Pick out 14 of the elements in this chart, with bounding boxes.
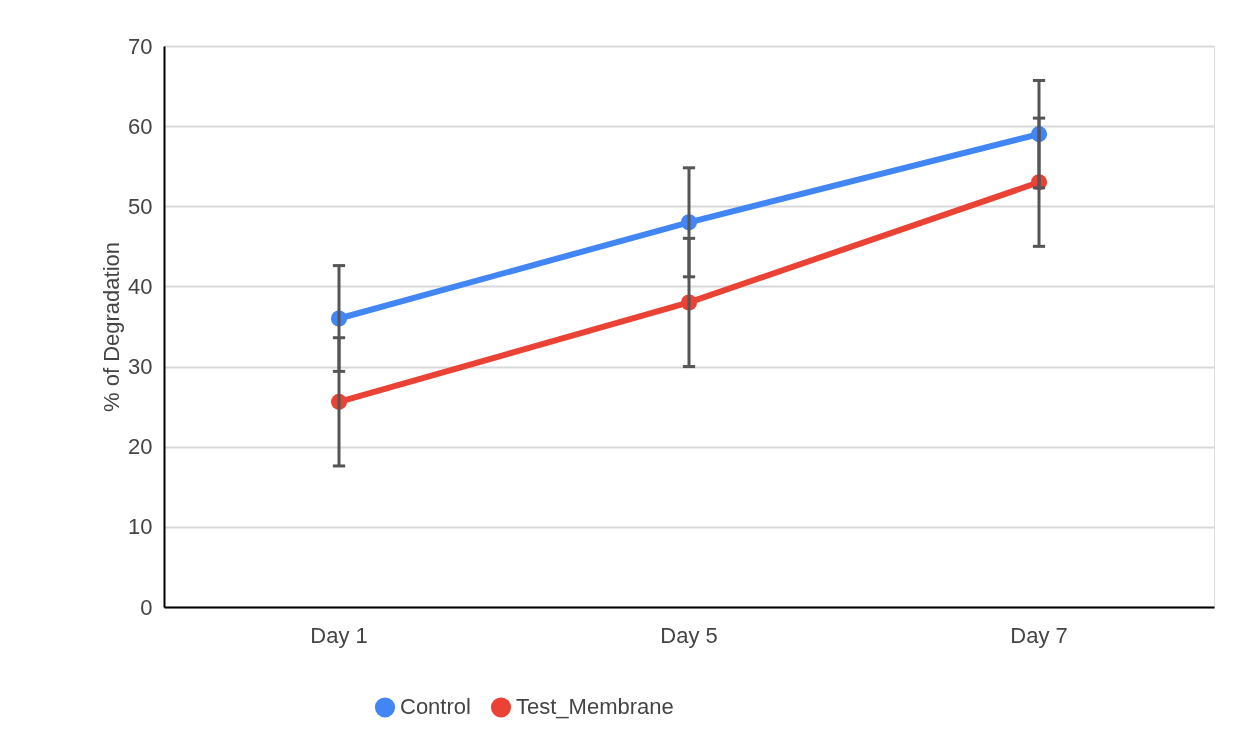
y-axis-title: % of Degradation [99,242,125,412]
y-tick-label: 50 [128,193,153,219]
legend-label: Test_Membrane [516,694,674,720]
y-tick-label: 60 [128,113,153,139]
y-tick-label: 70 [128,33,153,59]
x-tick-label: Day 5 [660,622,718,648]
y-tick-label: 10 [128,514,153,540]
legend-label: Control [400,694,471,720]
y-tick-label: 20 [128,434,153,460]
x-tick-label: Day 1 [310,622,368,648]
y-tick-label: 40 [128,273,153,299]
y-tick-label: 30 [128,354,153,380]
x-tick-label: Day 7 [1010,622,1068,648]
y-tick-label: 0 [140,594,153,620]
